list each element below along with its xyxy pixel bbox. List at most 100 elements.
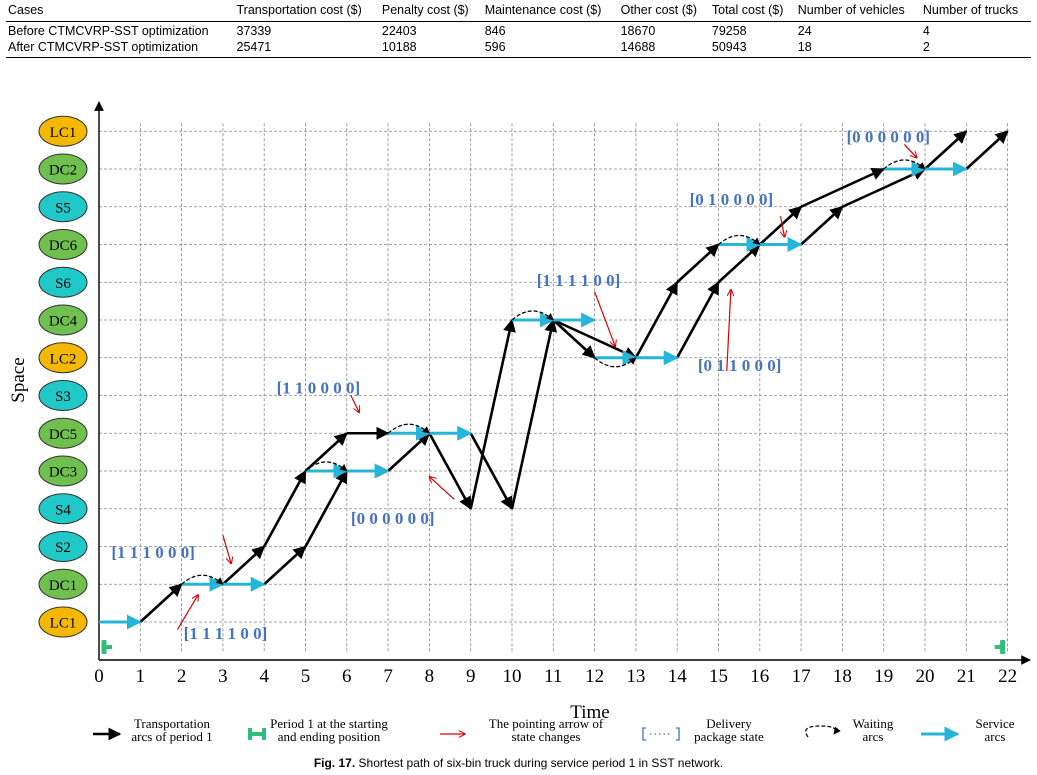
table-cell: 22403 (381, 24, 417, 38)
node-ellipse (38, 380, 88, 411)
header-cell: Cases (6, 0, 233, 22)
node-ellipse (38, 191, 88, 223)
period-marker-icon (248, 728, 266, 740)
x-tick-label: 18 (833, 666, 852, 687)
state-label: [1 1 1 1 0 0] (537, 271, 621, 290)
axes: 0 1 2 3 4 5 6 7 8 9 10 11 12 13 14 15 16 17 18 19 20 21 22Time… (8, 101, 1031, 723)
table-cell: 50943 (707, 38, 794, 58)
y-axis-label: Space (8, 357, 29, 402)
node-ellipse (38, 417, 88, 449)
state-annotations: [1 1 1 1 0 0] [1 1 1 0 0 0] [0 0 0 0 0 0] [… (111, 128, 930, 643)
node-label: DC6 (49, 238, 78, 254)
transport-arc (263, 545, 307, 586)
bracket-left (642, 727, 646, 741)
red-arrow-icon (350, 395, 359, 413)
x-tick-label: 14 (668, 666, 688, 687)
legend-label: Delivery package state (694, 716, 764, 744)
transport-arc (263, 469, 307, 548)
legend-label: The pointing arrow of state changes (489, 716, 604, 744)
state-label: [1 1 1 1 0 0] (184, 624, 268, 643)
arcs (99, 130, 1009, 630)
node-ellipse (38, 304, 88, 336)
bracket-icon (642, 727, 680, 741)
node-label: DC3 (49, 465, 77, 481)
state-label: [0 0 0 0 0 0] (847, 128, 931, 147)
red-arrow-icon (176, 595, 198, 630)
transport-arc (552, 319, 596, 359)
x-tick-label: 2 (177, 666, 187, 687)
header-cell: Other cost ($) (616, 0, 708, 22)
table-cell: 2 (918, 38, 1031, 58)
node-ellipse (38, 115, 88, 147)
x-tick-label: 8 (425, 666, 435, 687)
table-cell: 4 (922, 24, 930, 38)
table-cell: 18 (793, 38, 919, 58)
red-arrow-icon (780, 216, 784, 237)
table-cell: Before CTMCVRP-SST optimization (8, 24, 209, 38)
x-tick-label: 21 (957, 666, 976, 687)
period-marker-icon (101, 640, 112, 654)
header-cell: Penalty cost ($) (377, 0, 481, 22)
node-label: LC2 (50, 351, 77, 367)
state-label: [0 1 0 0 0 0] (690, 190, 774, 209)
table-cell: 846 (484, 24, 506, 38)
transport-arc (510, 318, 558, 510)
header-cell: Total cost ($) (707, 0, 794, 22)
x-tick-label: 6 (342, 666, 352, 687)
node-label: S3 (55, 389, 71, 405)
red-arrow-icon (429, 477, 455, 500)
x-tick-label: 16 (750, 666, 769, 687)
node-label: DC4 (49, 314, 78, 330)
period-marker-stub (994, 645, 1003, 649)
node-label: S5 (55, 200, 71, 216)
node-ellipse (38, 568, 88, 600)
node-ellipse (38, 153, 88, 185)
x-tick-label: 15 (709, 666, 728, 687)
legend-label: Period 1 at the starting and ending posit… (270, 716, 388, 744)
x-tick-label: 5 (301, 666, 311, 687)
state-label: [0 0 0 0 0 0] (351, 509, 435, 528)
state-label: [1 1 1 0 0 0] (111, 543, 195, 562)
transport-arc (965, 130, 1009, 170)
node-ellipse (38, 531, 88, 562)
cost-comparison-table: Cases Transportation cost ($) Penalty co… (6, 0, 1031, 58)
node-ellipse (38, 606, 88, 638)
node-label: DC2 (49, 163, 77, 179)
node-label: DC5 (49, 427, 77, 443)
node-ellipse (38, 455, 88, 487)
transport-arc (469, 318, 516, 510)
node-label: S4 (55, 502, 71, 518)
transport-arc (717, 243, 761, 284)
red-arrow-icon (594, 291, 616, 347)
x-tick-label: 0 (94, 666, 104, 687)
space-nodes: LC1 DC1 S2 S4 DC3 DC5 S3 LC2 DC4 S6 DC6 S5 DC2 LC1 (38, 115, 88, 638)
node-ellipse (38, 266, 88, 298)
node-label: DC1 (49, 578, 77, 594)
legend-label: Service arcs (976, 716, 1015, 744)
transport-arc (139, 583, 183, 623)
table-cell: 596 (480, 38, 617, 58)
x-tick-label: 1 (136, 666, 146, 687)
table-row: Before CTMCVRP-SST optimization 37339 22… (6, 22, 1031, 38)
transport-arc (469, 432, 514, 510)
legend-marker-stub (252, 732, 262, 736)
caption-label: Fig. 17. (313, 756, 356, 770)
transport-arc (634, 281, 679, 359)
x-tick-label: 4 (259, 666, 269, 687)
period-marker-stub (104, 645, 112, 649)
table-cell: 24 (797, 24, 812, 38)
x-tick-label: 12 (585, 666, 604, 687)
table-cell: 18670 (620, 24, 656, 38)
transport-arc (304, 469, 348, 548)
x-axis-label: Time (570, 702, 609, 723)
table-cell: After CTMCVRP-SST optimization (6, 38, 233, 58)
x-tick-label: 22 (998, 666, 1017, 687)
transport-arc (304, 432, 348, 472)
red-arrow-icon (222, 535, 231, 563)
x-tick-label: 11 (544, 666, 562, 687)
table-header-row: Cases Transportation cost ($) Penalty co… (6, 0, 1031, 22)
node-label: LC1 (50, 616, 77, 632)
table-cell: 79258 (711, 24, 747, 38)
legend-marker-bar (248, 728, 252, 740)
header-cell: Maintenance cost ($) (480, 0, 617, 22)
